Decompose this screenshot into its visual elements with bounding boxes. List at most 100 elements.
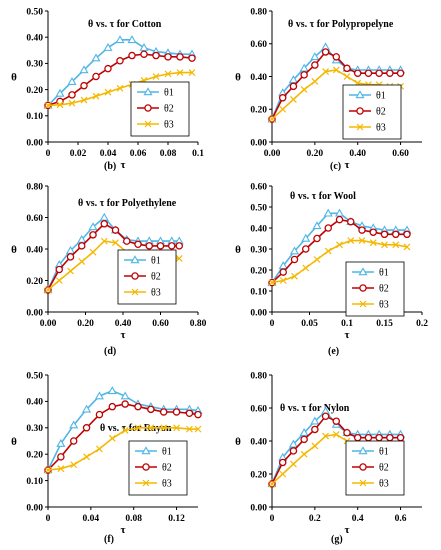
data-point	[128, 51, 136, 60]
legend: θ1 θ2 θ3	[342, 84, 402, 140]
legend-box	[342, 84, 402, 140]
x-tick-label: 0.40	[115, 319, 132, 329]
data-point	[82, 404, 92, 413]
data-point	[336, 241, 343, 249]
data-point	[167, 242, 176, 250]
data-point	[94, 391, 104, 400]
data-point	[152, 51, 160, 60]
chart-1: 0.00 0.10 0.20 0.30 0.40 0.50 0 0.02 0.04 0.06 0.0…	[11, 7, 204, 172]
data-point	[66, 253, 75, 261]
legend: θ1 θ2 θ3	[345, 440, 405, 496]
legend-entry: θ3	[151, 288, 161, 299]
data-point	[321, 48, 330, 56]
legend-swatch-marker	[144, 120, 152, 128]
data-point	[44, 286, 52, 294]
y-tick-label: 0.40	[26, 34, 43, 44]
x-tick-label: 0.05	[301, 319, 318, 329]
data-point	[147, 405, 155, 414]
data-point	[369, 228, 377, 236]
data-point	[290, 460, 297, 468]
legend-entry: θ1	[151, 256, 161, 267]
data-point	[396, 69, 405, 77]
x-tick-label: 0.08	[160, 149, 177, 159]
y-tick-label: 0.00	[250, 308, 267, 318]
data-point	[78, 258, 86, 266]
data-point	[386, 433, 394, 442]
y-tick-label: 0.10	[26, 112, 43, 122]
series-3	[44, 69, 196, 109]
y-tick-label: 0.00	[26, 308, 43, 318]
x-tick-label: 0	[46, 514, 51, 524]
data-point	[322, 432, 329, 440]
data-point	[164, 70, 172, 78]
x-tick-label: 0.60	[392, 149, 409, 159]
y-tick-label: 0.20	[26, 451, 43, 461]
legend-entry: θ1	[164, 88, 174, 99]
x-tick-label: 0	[270, 514, 275, 524]
data-point	[152, 73, 160, 80]
data-point	[57, 465, 65, 473]
legend-entry: θ2	[151, 272, 161, 283]
legend: θ1 θ2 θ3	[130, 81, 190, 137]
data-point	[159, 408, 168, 416]
legend-entry: θ1	[379, 268, 389, 279]
data-point	[175, 255, 183, 262]
data-point	[108, 434, 116, 442]
y-tick-label: 0.20	[250, 470, 267, 480]
data-point	[173, 424, 180, 432]
y-tick-label: 0.00	[250, 138, 267, 148]
data-point	[55, 265, 64, 274]
legend-swatch-marker	[144, 104, 152, 112]
data-point	[89, 248, 97, 256]
data-point	[346, 217, 355, 226]
series-2	[44, 220, 183, 294]
chart-2: 0.00 0.20 0.40 0.60 0.80 0.00 0.20 0.40 0.60 τ θ θ …	[235, 7, 422, 172]
panel-label: (e)	[328, 346, 339, 357]
chart-5: 0.00 0.10 0.20 0.30 0.40 0.50 0 0.04 0.08 0.12 τ θ θ…	[11, 371, 203, 545]
data-point	[116, 84, 124, 92]
data-point	[121, 400, 129, 408]
panel-label: (f)	[104, 534, 114, 545]
data-point	[92, 72, 100, 81]
chart-title: θ vs. τ for Nylon	[280, 403, 350, 414]
data-point	[288, 75, 298, 84]
legend-box	[128, 440, 188, 496]
legend-swatch-marker	[356, 107, 364, 115]
x-tick-label: 0.40	[349, 149, 366, 159]
data-point	[100, 237, 108, 245]
data-point	[89, 231, 97, 239]
legend-box	[130, 81, 190, 137]
data-point	[353, 433, 362, 442]
data-point	[123, 237, 131, 245]
data-point	[103, 42, 113, 51]
data-point	[83, 453, 90, 461]
y-tick-label: 0.80	[250, 371, 267, 381]
data-point	[68, 99, 76, 107]
x-tick-label: 0.1	[192, 149, 204, 159]
data-point	[289, 246, 300, 255]
data-point	[392, 241, 400, 249]
data-point	[268, 480, 276, 488]
data-point	[313, 256, 321, 263]
data-point	[68, 91, 76, 99]
data-point	[335, 215, 344, 224]
data-point	[321, 412, 330, 420]
legend-swatch-marker	[359, 284, 367, 292]
data-point	[55, 277, 63, 284]
data-point	[323, 208, 333, 217]
data-point	[380, 230, 389, 239]
chart-title: θ vs. τ for Polypropelyne	[288, 19, 394, 30]
data-point	[347, 237, 355, 245]
legend-box	[345, 440, 405, 496]
x-tick-label: 0.00	[40, 319, 57, 329]
legend-swatch-marker	[359, 300, 367, 308]
x-tick-label: 0.80	[190, 319, 207, 329]
data-point	[134, 424, 142, 432]
chart-title: θ vs. τ for Cotton	[88, 19, 162, 30]
x-tick-label: 0.4	[352, 514, 364, 524]
legend-swatch-marker	[142, 463, 150, 471]
data-point	[375, 433, 383, 442]
x-axis-title: τ	[120, 159, 125, 171]
legend: θ1 θ2 θ3	[128, 440, 188, 496]
data-point	[301, 233, 311, 242]
